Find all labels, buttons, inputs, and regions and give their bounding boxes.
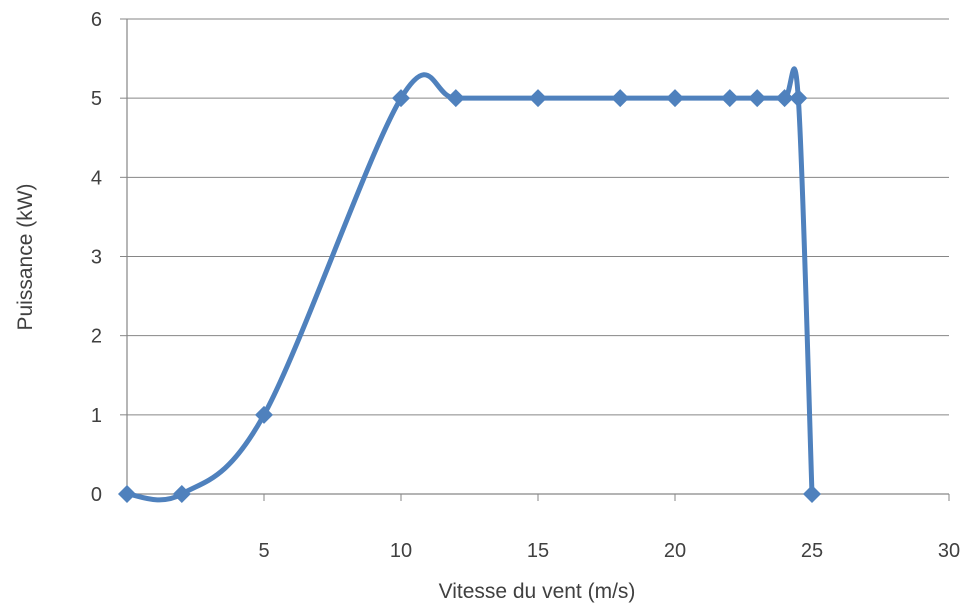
y-tick-label: 5 [91, 88, 102, 110]
x-tick-labels: 5 10 15 20 25 30 [258, 540, 960, 562]
y-tick-label: 0 [91, 484, 102, 506]
gridlines [127, 18, 949, 416]
x-tick-label: 30 [938, 540, 960, 562]
data-point-marker [666, 89, 684, 108]
y-tick-label: 2 [91, 326, 102, 348]
data-point-marker [789, 89, 808, 108]
x-tick-label: 15 [527, 540, 549, 562]
y-tick-label: 4 [91, 167, 102, 189]
data-point-marker [611, 89, 630, 108]
data-point-marker [172, 485, 191, 503]
data-point-marker [748, 89, 767, 108]
data-markers [118, 89, 821, 503]
x-tick-label: 20 [664, 540, 686, 562]
data-point-marker [529, 89, 547, 108]
y-axis-title: Puissance (kW) [14, 183, 37, 330]
axes [120, 18, 950, 501]
y-tick-label: 6 [91, 9, 102, 31]
data-point-marker [775, 89, 794, 108]
data-point-marker [720, 89, 739, 108]
x-tick-label: 5 [258, 540, 269, 562]
data-point-marker [392, 89, 410, 108]
data-point-marker [255, 405, 273, 424]
data-point-marker [118, 485, 136, 503]
x-tick-label: 25 [801, 540, 823, 562]
series-line [124, 66, 815, 503]
y-tick-label: 3 [91, 247, 102, 269]
y-tick-label: 1 [91, 405, 102, 427]
x-tick-label: 10 [390, 540, 412, 562]
y-tick-labels: 0 1 2 3 4 5 6 [91, 9, 102, 506]
x-axis-title: Vitesse du vent (m/s) [439, 580, 636, 603]
data-point-marker [446, 89, 465, 108]
data-point-marker [803, 485, 821, 503]
